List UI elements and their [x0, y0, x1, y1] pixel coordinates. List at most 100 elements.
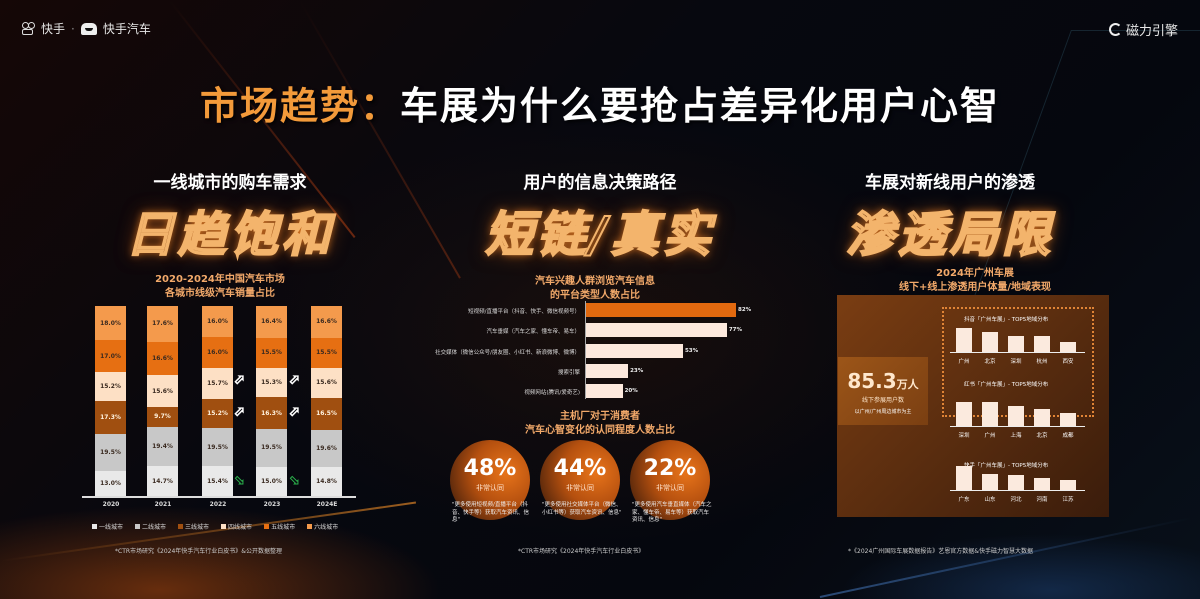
mini-bar-label: 深圳 — [958, 433, 970, 439]
arrow-up-icon: ⬀ — [233, 372, 245, 389]
mini-bar — [956, 466, 972, 490]
mini-chart-baseline — [950, 352, 1085, 353]
stack-segment: 16.6% — [311, 306, 342, 338]
legend-item: 三线城市 — [178, 522, 209, 531]
chart-legend: 一线城市 二线城市 三线城市 四线城市 五线城市 六线城市 — [92, 522, 338, 531]
mini-bar-label: 广州 — [958, 359, 970, 365]
mini-bar — [1034, 336, 1050, 352]
stack-segment: 16.3% — [256, 397, 287, 430]
agreement-circle: 44% 非常认同 — [540, 440, 620, 520]
stacked-bar-chart: 18.0% 17.0% 15.2% 17.3% 19.5% 13.0% 17.6% 16.6%… — [85, 306, 355, 496]
mini-bar-label: 北京 — [984, 359, 996, 365]
stacked-column-2024E: 16.6% 15.5% 15.6% 16.5% 19.6% 14.8% — [311, 306, 342, 496]
mini-bar — [982, 402, 998, 426]
x-axis-label: 2021 — [154, 501, 172, 508]
stack-segment: 17.0% — [95, 340, 126, 373]
mini-chart-baseline — [950, 426, 1085, 427]
stack-segment: 15.3% — [256, 367, 287, 398]
mini-bar — [956, 402, 972, 426]
stack-segment: 19.4% — [147, 426, 178, 467]
mini-bar-label: 北京 — [1036, 433, 1048, 439]
hbar-category-label: 视频网站(腾讯/爱奇艺) — [524, 390, 580, 396]
circle-caption: "更多使用社交媒体平台（微信、小红书等）获取汽车资讯、信息" — [542, 502, 622, 516]
column-header-saturation: 一线城市的购车需求 日趋饱和 — [100, 168, 360, 265]
mini-bar — [1008, 405, 1024, 426]
stack-segment: 17.3% — [95, 401, 126, 435]
chart-baseline — [82, 496, 356, 498]
mini-bar-label: 广州 — [984, 433, 996, 439]
hbar — [586, 303, 736, 317]
brand-logo-right: 磁力引擎 — [1108, 20, 1178, 39]
mini-bar — [1034, 478, 1050, 490]
mini-bar — [1034, 408, 1050, 426]
mini-bar — [1060, 479, 1076, 490]
stack-segment: 13.0% — [95, 471, 126, 496]
stack-segment: 19.5% — [202, 428, 233, 467]
mini-bar — [982, 332, 998, 352]
mini-chart-title: 抖音「广州车展」- TOP5地域分布 — [964, 317, 1049, 323]
mini-bar-label: 江苏 — [1062, 497, 1074, 503]
stack-segment: 16.5% — [311, 397, 342, 430]
stacked-chart-title: 2020-2024年中国汽车市场 各城市线级汽车销量占比 — [155, 274, 285, 299]
stack-segment: 14.7% — [147, 466, 178, 496]
column-subtitle: 车展对新线用户的渗透 — [865, 173, 1035, 193]
x-axis-label: 2022 — [209, 501, 227, 508]
kpi-sublabel: 以广州/广州周边城市为主 — [854, 409, 912, 415]
brand-logo-left: 快手 · 快手汽车 — [22, 20, 151, 37]
hbar-chart-title: 汽车兴趣人群浏览汽车信息 的平台类型人数占比 — [535, 276, 655, 301]
legend-item: 六线城市 — [307, 522, 338, 531]
stack-segment: 15.7% — [202, 368, 233, 399]
stack-segment: 16.0% — [202, 337, 233, 369]
mini-chart-baseline — [950, 490, 1085, 491]
stacked-column-2021: 17.6% 16.6% 15.6% 9.7% 19.4% 14.7% — [147, 306, 178, 496]
mini-bar-label: 河北 — [1010, 497, 1022, 503]
circle-caption: "更多使用短视频/直播平台（抖音、快手等）获取汽车资讯、信息" — [452, 502, 530, 523]
stack-segment: 15.2% — [202, 398, 233, 429]
column-headline: 日趋饱和 — [125, 206, 334, 264]
hbar-value: 82% — [738, 307, 752, 313]
mini-bar — [1060, 342, 1076, 352]
stack-segment: 16.4% — [256, 306, 287, 338]
stacked-column-2023: 16.4% 15.5% 15.3% 16.3% 19.5% 15.0% — [256, 306, 287, 496]
mini-bar-label: 河南 — [1036, 497, 1048, 503]
mini-bar — [1008, 336, 1024, 352]
legend-item: 五线城市 — [264, 522, 295, 531]
mini-chart-title: 快手「广州车展」- TOP5地域分布 — [964, 463, 1049, 469]
hbar-category-label: 搜索引擎 — [557, 370, 580, 376]
mini-bar-label: 西安 — [1062, 359, 1074, 365]
mini-bar — [956, 328, 972, 352]
separator: · — [71, 21, 75, 36]
kpi-label: 线下参展用户数 — [861, 397, 904, 404]
stack-segment: 15.5% — [256, 337, 287, 368]
hbar — [586, 364, 629, 378]
stack-segment: 19.5% — [95, 434, 126, 472]
brand-kuaishou: 快手 — [41, 22, 66, 36]
source-note-left: *CTR市场研究《2024年快手汽车行业白皮书》&公开数据整理 — [115, 548, 282, 555]
circle-caption: "更多使用汽车垂直媒体（汽车之家、懂车帝、易车等）获取汽车资讯、信息" — [632, 502, 712, 523]
mini-bar-label: 杭州 — [1036, 359, 1048, 365]
source-note-right: *《2024广州国际车展数据报告》艺恩官方数据&快手磁力智慧大数据 — [848, 548, 1033, 555]
kpi-value: 85.3万人 — [847, 369, 919, 393]
hbar — [586, 344, 683, 358]
column-subtitle: 一线城市的购车需求 — [153, 173, 307, 193]
legend-item: 一线城市 — [92, 522, 123, 531]
x-axis-label: 2024E — [316, 501, 338, 508]
mini-bar — [1008, 475, 1024, 490]
hbar-value: 20% — [624, 388, 638, 394]
kuaishou-logo-icon — [22, 22, 35, 35]
column-header-short-chain: 用户的信息决策路径 短链/真实 — [470, 168, 730, 265]
cili-engine-logo-icon — [1108, 23, 1122, 36]
hbar — [586, 384, 623, 398]
stacked-column-2020: 18.0% 17.0% 15.2% 17.3% 19.5% 13.0% — [95, 306, 126, 496]
hbar-value: 53% — [684, 348, 699, 354]
stack-segment: 18.0% — [95, 306, 126, 341]
stack-segment: 19.6% — [311, 429, 342, 468]
arrow-up-icon: ⬀ — [233, 404, 245, 421]
stack-segment: 19.5% — [256, 429, 287, 467]
circle-chart-title: 主机厂对于消费者 汽车心智变化的认同程度人数占比 — [525, 411, 675, 436]
title-rest: 车展为什么要抢占差异化用户心智 — [400, 84, 1001, 128]
mini-bar-label: 上海 — [1010, 433, 1022, 439]
legend-item: 二线城市 — [135, 522, 166, 531]
gz-chart-title: 2024年广州车展 线下+线上渗透用户体量/地域表现 — [898, 268, 1052, 293]
stack-segment: 16.0% — [202, 306, 233, 338]
